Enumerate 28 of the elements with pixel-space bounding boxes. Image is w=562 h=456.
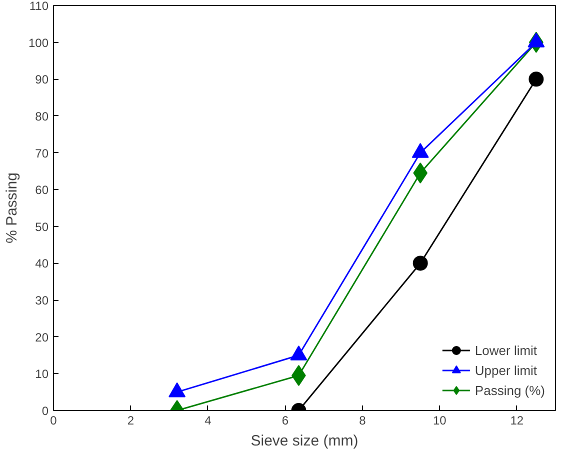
y-tick-label: 0	[42, 404, 49, 418]
y-tick-label: 100	[28, 36, 49, 50]
x-tick-label: 0	[50, 414, 58, 428]
legend-label: Passing (%)	[474, 382, 545, 398]
x-tick-label: 10	[432, 414, 447, 428]
point	[168, 382, 186, 398]
y-tick-label: 60	[35, 183, 49, 198]
x-tick-label: 2	[127, 414, 134, 428]
point	[412, 143, 429, 158]
x-tick-label: 4	[204, 414, 212, 428]
y-tick-label: 10	[35, 367, 49, 382]
y-tick-label: 70	[35, 146, 49, 160]
legend-label: Upper limit	[474, 362, 538, 378]
x-tick-label: 6	[282, 414, 289, 428]
y-tick-label: 80	[35, 109, 49, 124]
y-tick-label: 40	[35, 256, 49, 271]
y-tick-label: 90	[35, 72, 49, 87]
y-tick-label: 30	[35, 294, 49, 308]
point	[290, 346, 308, 360]
x-tick-label: 12	[510, 414, 524, 428]
point	[528, 72, 544, 87]
y-tick-label: 50	[35, 220, 49, 234]
x-axis-title: Sieve size (mm)	[250, 432, 358, 450]
y-tick-label: 20	[35, 330, 49, 344]
y-tick-label: 110	[29, 0, 49, 13]
y-axis-title: % Passing	[3, 172, 20, 244]
x-tick-label: 8	[359, 414, 366, 428]
legend-label: Lower limit	[474, 342, 538, 358]
